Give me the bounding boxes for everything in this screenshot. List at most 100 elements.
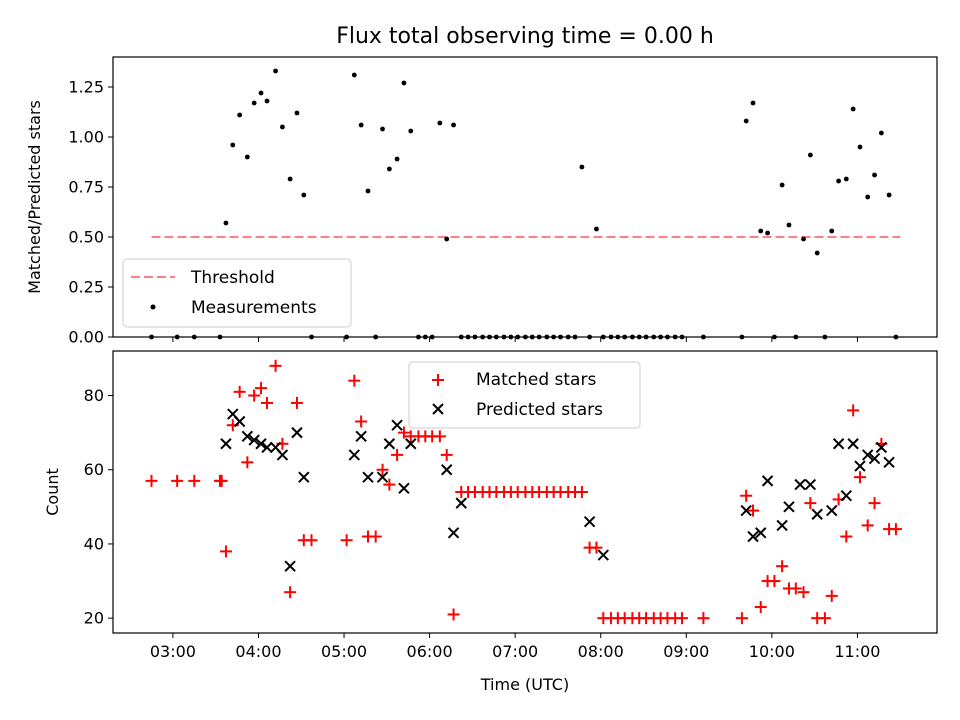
- measurement-point: [865, 194, 871, 200]
- matched-star-point: [391, 448, 404, 461]
- matched-stars-points: [145, 359, 902, 625]
- measurement-point: [294, 110, 300, 116]
- matched-star-point: [754, 601, 767, 614]
- matched-star-point: [840, 530, 853, 543]
- matched-star-point: [818, 612, 831, 625]
- matched-star-point: [447, 608, 460, 621]
- measurement-point: [786, 222, 792, 228]
- predicted-star-point: [840, 490, 853, 502]
- count-x-tick-label: 06:00: [407, 642, 453, 661]
- predicted-star-point: [376, 471, 389, 483]
- ratio-legend-box: [122, 258, 352, 328]
- chart-title: Flux total observing time = 0.00 h: [336, 24, 714, 49]
- measurement-point: [223, 220, 229, 226]
- predicted-star-point: [826, 504, 838, 517]
- matched-star-point: [376, 463, 389, 476]
- matched-star-point: [868, 497, 881, 510]
- count-axes-frame: [112, 350, 938, 634]
- count-y-tick-label: 20: [84, 609, 104, 628]
- measurement-point: [758, 228, 764, 234]
- matched-star-point: [853, 471, 866, 484]
- matched-star-point: [241, 456, 254, 469]
- measurement-point: [401, 80, 407, 86]
- measurement-point: [594, 226, 599, 232]
- matched-star-point: [797, 586, 810, 599]
- x-axis-label: Time (UTC): [480, 675, 569, 694]
- measurement-point: [872, 172, 877, 178]
- matched-star-point: [397, 426, 410, 439]
- matched-star-point: [776, 560, 789, 573]
- matched-star-point: [355, 415, 368, 428]
- measurement-point: [444, 236, 450, 242]
- predicted-star-point: [291, 426, 303, 439]
- measurements-legend-label: Measurements: [191, 298, 317, 318]
- measurement-point: [850, 106, 856, 112]
- matched-star-point: [847, 404, 860, 417]
- measurement-point: [258, 90, 264, 96]
- predicted-star-point: [391, 419, 403, 431]
- count-y-tick-label: 80: [84, 386, 104, 405]
- matched-star-point: [269, 359, 282, 372]
- measurement-point: [287, 176, 293, 182]
- predicted-star-point: [883, 456, 895, 469]
- count-x-tick-label: 09:00: [663, 642, 709, 661]
- matched-star-point: [290, 396, 303, 409]
- ratio-y-tick-label: 0.25: [68, 278, 104, 297]
- threshold-legend-label: Threshold: [190, 268, 275, 288]
- predicted-star-point: [794, 478, 806, 491]
- count-x-tick-label: 03:00: [150, 642, 196, 661]
- matched-star-point: [575, 486, 588, 498]
- matched-star-point: [171, 474, 184, 487]
- measurement-point: [801, 236, 806, 242]
- count-x-tick-label: 05:00: [321, 642, 367, 661]
- count-legend: Matched stars Predicted stars: [408, 361, 641, 429]
- predicted-star-point: [220, 438, 232, 450]
- predicted-star-point: [255, 438, 267, 450]
- predicted-star-point: [261, 441, 273, 454]
- predicted-star-point: [276, 449, 289, 461]
- predicted-star-point: [868, 452, 881, 465]
- count-legend-box: [408, 361, 641, 429]
- matched-star-point: [433, 430, 446, 443]
- count-x-tick-label: 04:00: [235, 642, 281, 661]
- measurement-point: [437, 120, 443, 126]
- matched-star-point: [255, 382, 268, 395]
- ratio-y-tick-label: 1.00: [68, 128, 104, 147]
- measurement-point: [451, 122, 456, 128]
- matched-star-point: [261, 396, 274, 409]
- predicted-star-point: [583, 515, 596, 528]
- measurement-point: [886, 192, 892, 198]
- measurement-point: [836, 178, 841, 184]
- count-y-tick-label: 60: [84, 460, 104, 479]
- matched-star-point: [747, 504, 760, 517]
- predicted-stars-points: [220, 408, 895, 572]
- predicted-star-point: [854, 460, 866, 472]
- ratio-y-tick-label: 1.25: [68, 78, 104, 97]
- predicted-star-point: [383, 438, 396, 450]
- ratio-x-ticks: [172, 337, 858, 342]
- measurement-point: [878, 130, 884, 136]
- measurement-point: [230, 142, 236, 148]
- predicted-star-point: [284, 560, 296, 572]
- ratio-axes-frame: [112, 56, 938, 338]
- measurement-point: [365, 188, 371, 194]
- measurement-point: [779, 182, 785, 188]
- measurement-point: [750, 100, 756, 106]
- measurement-point: [301, 192, 307, 198]
- measurement-points: [149, 68, 899, 340]
- matched-star-point: [219, 545, 232, 558]
- measurement-point: [280, 124, 285, 130]
- measurement-point: [579, 164, 585, 170]
- measurement-point: [765, 230, 770, 236]
- ratio-legend: Threshold Measurements: [122, 258, 352, 328]
- ratio-subplot: Flux total observing time = 0.00 h 0.000…: [25, 24, 938, 347]
- predicted-star-point: [832, 438, 845, 450]
- predicted-star-point: [362, 471, 374, 483]
- predicted-star-point: [875, 441, 888, 454]
- predicted-star-point: [455, 497, 467, 509]
- count-x-tick-label: 10:00: [749, 642, 795, 661]
- predicted-star-point: [441, 464, 453, 476]
- predicted-star-point: [348, 449, 361, 461]
